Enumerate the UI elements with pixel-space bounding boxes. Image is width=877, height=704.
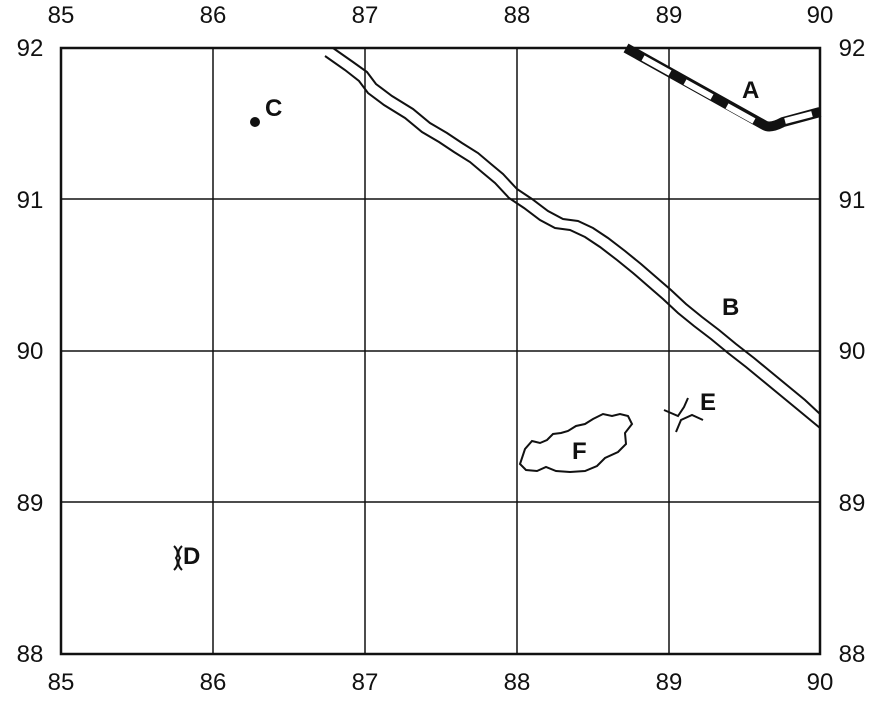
pass-symbol-icon <box>173 545 183 571</box>
feature-d-label: D <box>183 543 200 570</box>
right-y-tick-89: 89 <box>839 490 866 517</box>
feature-e-label: E <box>700 389 716 416</box>
feature-a-label: A <box>742 77 759 104</box>
spot-point-icon <box>250 117 260 127</box>
right-y-tick-90: 90 <box>839 338 866 365</box>
railway-track-dashes <box>641 55 813 124</box>
bottom-x-tick-88: 88 <box>504 669 531 696</box>
top-x-tick-90: 90 <box>807 2 834 29</box>
railway-track <box>623 43 822 132</box>
top-x-tick-86: 86 <box>200 2 227 29</box>
grid <box>59 46 822 656</box>
left-y-axis-labels: 92 91 90 89 88 <box>17 35 44 668</box>
feature-b-label: B <box>722 294 739 321</box>
top-x-tick-89: 89 <box>656 2 683 29</box>
left-y-tick-91: 91 <box>17 187 44 214</box>
road-edge-upper <box>332 47 821 415</box>
bridge-symbol-lower-icon <box>675 413 704 433</box>
right-y-tick-91: 91 <box>839 187 866 214</box>
top-x-tick-88: 88 <box>504 2 531 29</box>
feature-c-label: C <box>265 95 282 122</box>
bottom-x-tick-89: 89 <box>656 669 683 696</box>
lake-outline <box>518 412 634 474</box>
left-y-tick-89: 89 <box>17 490 44 517</box>
top-x-axis-labels: 85 86 87 88 89 90 <box>48 2 834 29</box>
feature-e-symbol: E <box>663 389 716 433</box>
right-y-tick-88: 88 <box>839 641 866 668</box>
left-y-tick-88: 88 <box>17 641 44 668</box>
left-y-tick-90: 90 <box>17 338 44 365</box>
feature-b-road: B <box>324 47 821 429</box>
feature-f-label: F <box>572 438 587 465</box>
feature-d-symbol: D <box>173 543 200 571</box>
road-edge-lower <box>324 55 821 429</box>
bottom-x-tick-87: 87 <box>352 669 379 696</box>
bottom-x-tick-86: 86 <box>200 669 227 696</box>
top-x-tick-87: 87 <box>352 2 379 29</box>
bottom-x-tick-85: 85 <box>48 669 75 696</box>
top-x-tick-85: 85 <box>48 2 75 29</box>
right-y-axis-labels: 92 91 90 89 88 <box>839 35 866 668</box>
feature-a-railway: A <box>623 43 822 132</box>
feature-f-lake: F <box>518 412 634 474</box>
left-y-tick-92: 92 <box>17 35 44 62</box>
bottom-x-tick-90: 90 <box>807 669 834 696</box>
bridge-symbol-upper-icon <box>663 397 689 418</box>
right-y-tick-92: 92 <box>839 35 866 62</box>
feature-c-point: C <box>250 95 282 127</box>
bottom-x-axis-labels: 85 86 87 88 89 90 <box>48 669 834 696</box>
